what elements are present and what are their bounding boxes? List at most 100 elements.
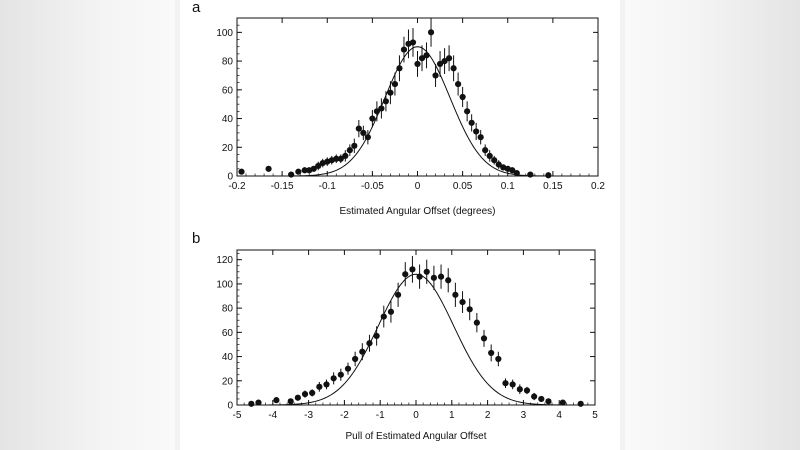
panel-b-data-point	[466, 306, 473, 313]
panel-a-data-point	[315, 162, 322, 170]
panel-b-data-point	[445, 277, 452, 284]
panel-a-x-tick-label: -0.05	[361, 181, 384, 192]
panel-a-data-point	[346, 147, 353, 154]
panel-a-data-point	[360, 129, 367, 137]
panel-b-data-point	[437, 273, 445, 280]
panel-b-y-tick-label: 80	[222, 304, 234, 315]
panel-b-data-point	[395, 291, 402, 298]
panel-a-data-point	[378, 105, 385, 112]
panel-a-data-point	[301, 167, 308, 174]
panel-a-data-point	[545, 172, 552, 179]
panel-b-data-point	[538, 395, 545, 403]
panel-b-x-tick-label: -5	[233, 410, 242, 421]
panel-a-data-point	[333, 155, 340, 162]
panel-a-data-point	[373, 108, 380, 115]
panel-b-data-point	[516, 386, 523, 393]
panel-b-data-point	[495, 355, 502, 363]
panel-a-y-tick-label: 60	[222, 85, 234, 96]
panel-a-data-point	[409, 39, 417, 46]
panel-a-data-point	[423, 52, 430, 59]
panel-a-fit	[237, 46, 598, 177]
panel-b-data-point	[402, 271, 409, 278]
panel-b-data-point	[380, 313, 387, 320]
panel-b-data-point	[509, 381, 516, 388]
panel-a-data-point	[491, 157, 498, 164]
panel-a-data-point	[477, 134, 484, 141]
panel-a-x-tick-label: -0.2	[228, 181, 246, 192]
panel-a-data-point	[400, 46, 408, 53]
panel-a-data-point	[355, 125, 362, 132]
panel-a-y-tick-label: 40	[222, 114, 234, 125]
panel-b-x-label: Pull of Estimated Angular Offset	[345, 431, 486, 442]
panel-a-data-point	[468, 119, 475, 126]
panel-b-x-tick-label: 0	[413, 410, 419, 421]
figure-svg: a -0.2 -0.15 -0.1 -0.05 0 0.05 0.1 0.15 0.2 0204…	[192, 0, 605, 442]
panel-a-x-tick-label: -0.1	[319, 181, 337, 192]
panel-b-y-tick-label: 60	[222, 328, 234, 339]
panel-a-data-point	[387, 89, 394, 96]
panel-a-x-tick-label: 0.05	[453, 181, 473, 192]
panel-a-data-point	[238, 168, 245, 175]
panel-a-y-tick-label: 0	[227, 172, 233, 183]
panel-b-data-point	[523, 387, 531, 394]
panel-b-x-tick-label: 5	[592, 410, 598, 421]
panel-b-x-tick-label: -4	[268, 410, 277, 421]
panel-a: a -0.2 -0.15 -0.1 -0.05 0 0.05 0.1 0.15 0.2 0 20 4…	[192, 0, 605, 217]
panel-b-y-ticks: 0 20 40 60 80 100 120	[216, 253, 595, 412]
panel-b-data-point	[559, 399, 566, 406]
panel-b-data-point	[473, 319, 480, 326]
panel-b-data-point	[294, 394, 301, 401]
panel-b-y-tick-label: 120	[216, 255, 233, 266]
panel-a-x-label: Estimated Angular Offset (degrees)	[339, 206, 495, 217]
panel-a-data-point	[342, 152, 349, 159]
panel-b-data-point	[502, 380, 509, 387]
panel-b-data-point	[287, 398, 294, 405]
panel-b-data-point	[337, 371, 344, 378]
panel-a-data-point	[418, 55, 426, 62]
panel-b-data-point	[409, 266, 416, 273]
panel-b-y-tick-label: 0	[227, 401, 233, 412]
panel-b-data-point	[452, 291, 459, 298]
panel-b-y-tick-label: 40	[222, 352, 234, 363]
panel-a-data-point	[337, 155, 344, 162]
panel-a-data-point	[486, 152, 493, 159]
panel-a-data-point	[436, 60, 444, 68]
panel-a-data-point	[495, 161, 502, 168]
panel-b-x-tick-label: -1	[376, 410, 385, 421]
panel-a-data-point	[382, 98, 390, 105]
panel-b-data-point	[352, 355, 359, 363]
panel-a-data-point	[464, 108, 471, 115]
panel-b-x-tick-label: 4	[556, 410, 562, 421]
panel-b-data-point	[273, 397, 280, 404]
panel-b-x-tick-label: -3	[304, 410, 313, 421]
panel-b-points	[248, 256, 584, 407]
panel-b-data-point	[373, 332, 380, 340]
panel-a-x-ticks: -0.2 -0.15 -0.1 -0.05 0 0.05 0.1 0.15 0.2	[228, 18, 605, 192]
panel-b-x-tick-label: 3	[521, 410, 527, 421]
panel-a-data-point	[527, 171, 534, 178]
panel-a-data-point	[288, 171, 295, 178]
panel-b-y-tick-label: 100	[216, 279, 233, 290]
panel-a-x-tick-label: 0.15	[543, 181, 563, 192]
panel-a-data-point	[482, 147, 489, 154]
panel-b-letter: b	[192, 230, 200, 247]
panel-a-data-point	[396, 65, 403, 72]
panel-a-fit-curve	[237, 46, 598, 177]
panel-a-data-point	[351, 142, 358, 149]
panel-a-letter: a	[192, 0, 201, 16]
panel-b-fit	[237, 273, 595, 406]
panel-a-x-tick-label: 0	[415, 181, 421, 192]
panel-a-data-point	[364, 134, 371, 141]
panel-a-data-point	[455, 80, 462, 88]
panel-a-x-tick-label: -0.15	[271, 181, 294, 192]
panel-b-data-point	[480, 335, 488, 342]
panel-b-data-point	[359, 348, 366, 355]
panel-b-data-point	[387, 308, 395, 315]
panel-b-data-point	[316, 383, 323, 390]
panel-a-data-point	[391, 80, 399, 88]
panel-b-data-point	[330, 375, 337, 382]
panel-b-x-ticks: -5 -4 -3 -2 -1 0 1 2 3 4 5	[233, 250, 598, 421]
panel-a-data-point	[414, 60, 421, 68]
panel-b-y-tick-label: 20	[222, 376, 234, 387]
panel-b-data-point	[430, 274, 437, 281]
